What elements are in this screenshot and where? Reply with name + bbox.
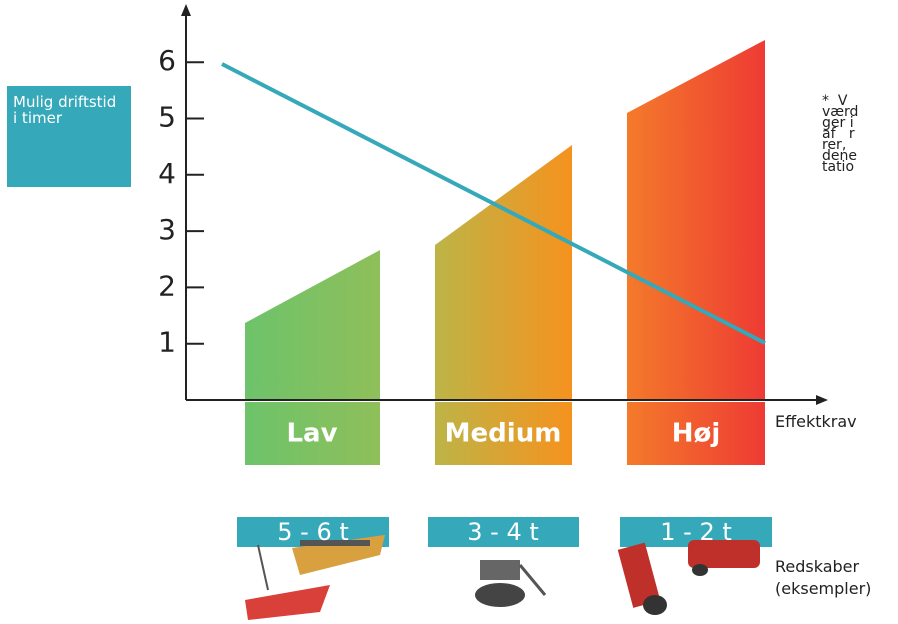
note-line: rer,	[822, 137, 847, 153]
y-tick-label: 1	[158, 326, 176, 359]
level-label: Lav	[286, 419, 337, 449]
trend-line	[221, 62, 766, 345]
arrow	[816, 395, 828, 405]
note-line: ger i	[822, 115, 854, 131]
y-axis-label: Mulig driftstid i timer	[7, 86, 131, 187]
y-tick-label: 2	[158, 269, 176, 302]
note-line: af r	[822, 126, 855, 142]
tools-label: Redskaber (eksempler)	[775, 557, 872, 598]
level-shape	[435, 145, 572, 400]
y-tick-label: 3	[158, 213, 176, 246]
arrow	[181, 4, 191, 16]
level-shape	[627, 40, 765, 400]
level-label: Høj	[672, 419, 721, 449]
note-line: værd	[822, 104, 859, 120]
level-box	[627, 402, 765, 465]
tool-images	[245, 535, 760, 620]
level-label: Medium	[445, 419, 562, 449]
note-line: * V	[822, 93, 848, 109]
note-line: dene	[822, 148, 857, 164]
time-label: 3 - 4 t	[467, 518, 539, 546]
note-line: tatio	[822, 159, 855, 175]
x-axis-label: Effektkrav	[775, 412, 857, 431]
time-label: 1 - 2 t	[660, 518, 732, 546]
level-shape	[245, 250, 380, 400]
level-box	[435, 402, 572, 465]
time-box	[428, 517, 579, 547]
y-tick-label: 6	[158, 44, 176, 77]
level-box	[245, 402, 380, 465]
y-tick-label: 5	[158, 101, 176, 134]
time-label: 5 - 6 t	[277, 518, 349, 546]
y-tick-label: 4	[158, 157, 176, 190]
